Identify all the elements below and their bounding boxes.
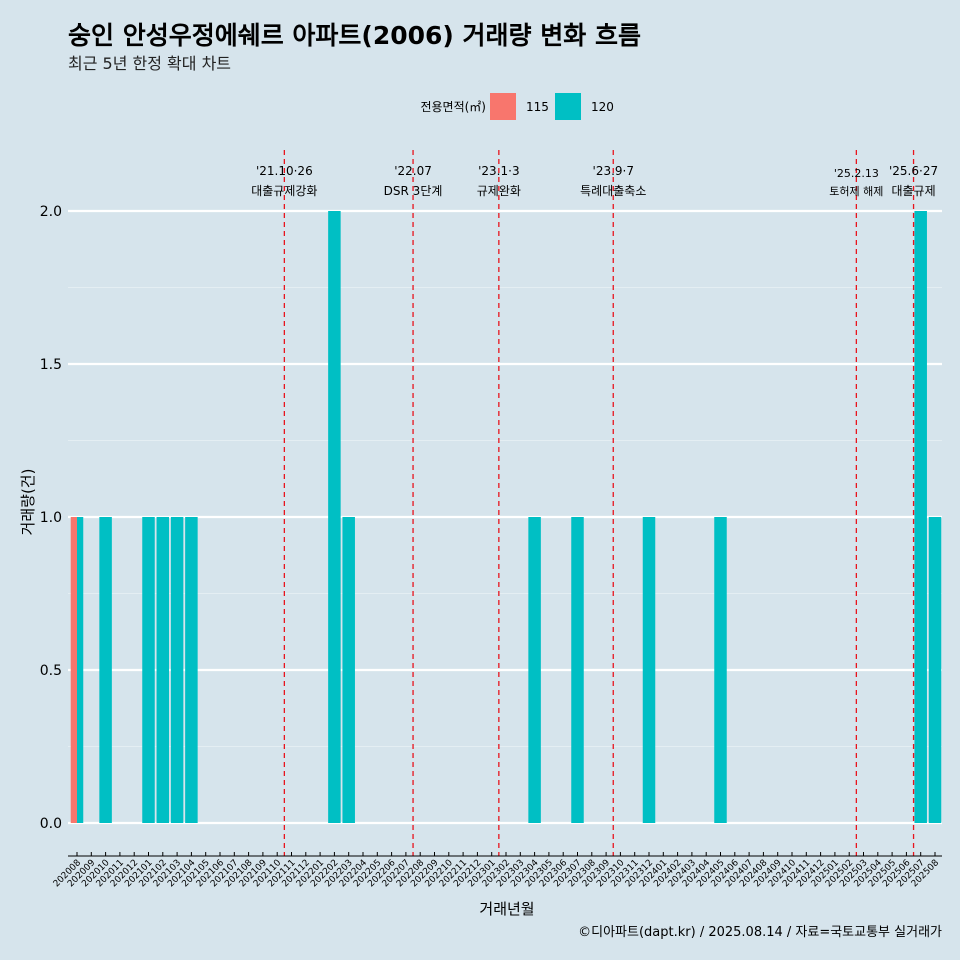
event-markers: '21.10·26 대출규제강화 '22.07 DSR 3단계 '23.1·3 규제완화 '… bbox=[251, 150, 938, 856]
bar-120-202104 bbox=[185, 517, 198, 823]
bar-120-202307 bbox=[571, 517, 584, 823]
bar-120-202203 bbox=[342, 517, 355, 823]
x-axis: 2020082020092020102020112020122021012021… bbox=[52, 852, 942, 889]
bar-120-202507 bbox=[914, 211, 927, 823]
event-date: '23.1·3 bbox=[478, 164, 519, 178]
bar-120-202405 bbox=[714, 517, 727, 823]
bars bbox=[70, 211, 942, 823]
bar-120-202508 bbox=[928, 517, 942, 823]
bar-120-202304 bbox=[528, 517, 541, 823]
event-date: '22.07 bbox=[394, 164, 432, 178]
y-tick-label: 1.5 bbox=[40, 357, 62, 373]
y-tick-labels: 0.0 0.5 1.0 1.5 2.0 bbox=[40, 204, 62, 832]
chart-title: 숭인 안성우정에쉐르 아파트(2006) 거래량 변화 흐름 bbox=[68, 21, 641, 50]
event-label: 규제완화 bbox=[477, 184, 521, 198]
event-label: 대출규제 bbox=[891, 184, 935, 198]
event-date: '21.10·26 bbox=[256, 164, 313, 178]
y-axis-label: 거래량(건) bbox=[19, 469, 37, 536]
y-tick-label: 1.0 bbox=[40, 510, 62, 526]
y-tick-label: 2.0 bbox=[40, 204, 62, 220]
bar-115-202008 bbox=[70, 517, 77, 823]
legend-title: 전용면적(㎡) bbox=[420, 100, 486, 114]
legend: 전용면적(㎡) 115 120 bbox=[420, 93, 614, 120]
legend-label-115: 115 bbox=[526, 100, 549, 114]
x-axis-label: 거래년월 bbox=[479, 900, 534, 918]
event-date: '25.2.13 bbox=[834, 167, 879, 180]
event-label: DSR 3단계 bbox=[384, 184, 443, 198]
event-date: '23.9·7 bbox=[593, 164, 634, 178]
bar-120-202102 bbox=[156, 517, 170, 823]
bar-120-202101 bbox=[142, 517, 155, 823]
event-label: 특례대출축소 bbox=[580, 184, 646, 198]
legend-swatch-115 bbox=[490, 93, 516, 120]
bar-120-202202 bbox=[328, 211, 341, 823]
y-tick-label: 0.5 bbox=[40, 663, 62, 679]
bar-120-202103 bbox=[170, 517, 184, 823]
event-label: 대출규제강화 bbox=[251, 184, 317, 198]
caption: ©디아파트(dapt.kr) / 2025.08.14 / 자료=국토교통부 실… bbox=[578, 925, 942, 940]
legend-swatch-120 bbox=[555, 93, 581, 120]
gridlines bbox=[68, 209, 942, 825]
bar-120-202010 bbox=[99, 517, 112, 823]
event-date: '25.6·27 bbox=[889, 164, 938, 178]
y-tick-label: 0.0 bbox=[40, 816, 62, 832]
bar-120-202312 bbox=[642, 517, 656, 823]
legend-label-120: 120 bbox=[591, 100, 614, 114]
bar-120-202008 bbox=[77, 517, 84, 823]
event-label: 토허제 해제 bbox=[829, 184, 883, 198]
chart-subtitle: 최근 5년 한정 확대 차트 bbox=[68, 54, 231, 73]
